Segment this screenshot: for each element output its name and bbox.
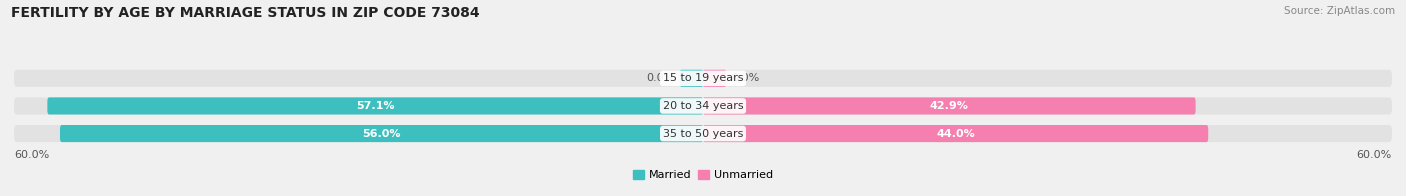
FancyBboxPatch shape bbox=[60, 125, 703, 142]
Text: 15 to 19 years: 15 to 19 years bbox=[662, 73, 744, 83]
Legend: Married, Unmarried: Married, Unmarried bbox=[628, 165, 778, 185]
Text: Source: ZipAtlas.com: Source: ZipAtlas.com bbox=[1284, 6, 1395, 16]
Text: 0.0%: 0.0% bbox=[645, 73, 675, 83]
Text: 60.0%: 60.0% bbox=[1357, 150, 1392, 160]
FancyBboxPatch shape bbox=[703, 125, 1208, 142]
Text: 44.0%: 44.0% bbox=[936, 129, 974, 139]
Text: 35 to 50 years: 35 to 50 years bbox=[662, 129, 744, 139]
FancyBboxPatch shape bbox=[14, 97, 1392, 114]
FancyBboxPatch shape bbox=[14, 70, 1392, 87]
FancyBboxPatch shape bbox=[48, 97, 703, 114]
Text: 42.9%: 42.9% bbox=[929, 101, 969, 111]
FancyBboxPatch shape bbox=[681, 70, 703, 87]
Text: 0.0%: 0.0% bbox=[731, 73, 761, 83]
FancyBboxPatch shape bbox=[14, 125, 1392, 142]
Text: 56.0%: 56.0% bbox=[363, 129, 401, 139]
Text: 20 to 34 years: 20 to 34 years bbox=[662, 101, 744, 111]
Text: 57.1%: 57.1% bbox=[356, 101, 395, 111]
Text: FERTILITY BY AGE BY MARRIAGE STATUS IN ZIP CODE 73084: FERTILITY BY AGE BY MARRIAGE STATUS IN Z… bbox=[11, 6, 479, 20]
FancyBboxPatch shape bbox=[703, 97, 1195, 114]
Text: 60.0%: 60.0% bbox=[14, 150, 49, 160]
FancyBboxPatch shape bbox=[703, 70, 725, 87]
